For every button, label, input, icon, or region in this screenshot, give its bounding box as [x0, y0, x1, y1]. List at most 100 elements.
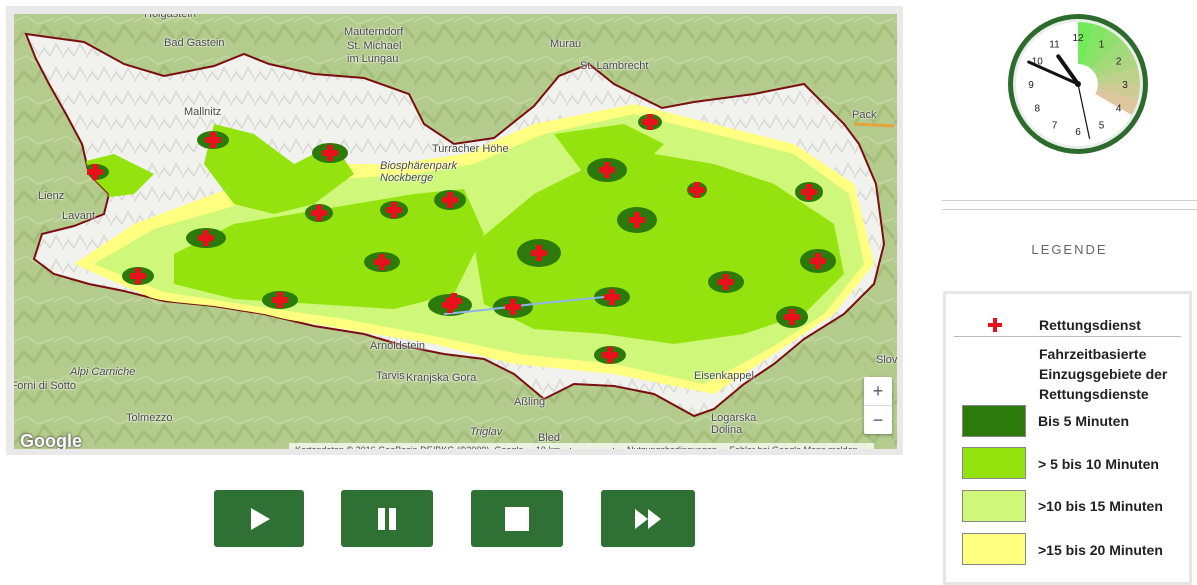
map-terrain [14, 14, 897, 449]
place-label: Lavant [62, 210, 96, 222]
clock-number: 10 [1032, 57, 1044, 68]
divider [942, 209, 1197, 210]
place-label: Holgastein [144, 14, 196, 20]
scale-label[interactable]: 10 km [536, 445, 561, 449]
ambulance-station-marker[interactable] [446, 293, 462, 309]
ambulance-station-marker[interactable] [322, 145, 338, 161]
hour-hand [1056, 54, 1080, 86]
ambulance-station-marker[interactable] [604, 289, 620, 305]
place-label: Triglav [470, 426, 503, 438]
place-label: Mallnitz [184, 106, 222, 118]
legend-swatch [962, 447, 1026, 479]
ambulance-station-marker[interactable] [198, 230, 214, 246]
legend-item-label: Bis 5 Minuten [1038, 413, 1130, 429]
legend-station-label: Rettungsdienst [1039, 317, 1141, 333]
place-label: Bad Gastein [164, 37, 225, 49]
place-label: Mauterndorf [344, 26, 404, 38]
legend: Rettungsdienst Fahrzeitbasierte Einzugsg… [943, 291, 1192, 585]
clock-number: 1 [1099, 39, 1105, 50]
ambulance-station-marker[interactable] [642, 114, 658, 130]
place-label: Arnoldstein [370, 340, 426, 352]
ambulance-station-marker[interactable] [130, 268, 146, 284]
fast-forward-button[interactable] [601, 490, 695, 547]
ambulance-station-marker[interactable] [784, 309, 800, 325]
clock-number: 4 [1116, 104, 1122, 115]
ambulance-station-marker[interactable] [602, 347, 618, 363]
legend-areas-heading: Fahrzeitbasierte Einzugsgebiete der Rett… [1039, 346, 1168, 402]
clock: 12 12 3 45 6 78 9 10 11 [1008, 14, 1148, 154]
clock-number: 2 [1116, 57, 1122, 68]
place-label: Kranjska Gora [406, 372, 477, 384]
ambulance-station-marker[interactable] [386, 202, 402, 218]
play-button[interactable] [214, 490, 304, 547]
legend-swatch [962, 533, 1026, 565]
clock-number: 8 [1035, 104, 1041, 115]
place-label: Alpi Carniche [70, 366, 136, 378]
place-label: Lienz [38, 190, 65, 202]
place-label: Aßling [514, 396, 546, 408]
clock-face: 12 12 3 45 6 78 9 10 11 [1028, 33, 1128, 138]
second-hand [1077, 83, 1091, 139]
ambulance-station-marker[interactable] [599, 162, 615, 178]
legend-swatch [962, 405, 1026, 437]
terms-link[interactable]: Nutzungsbedingungen [627, 445, 717, 449]
ambulance-station-marker[interactable] [531, 245, 547, 261]
ambulance-station-marker[interactable] [801, 184, 817, 200]
place-label: Murau [550, 38, 582, 50]
ambulance-station-marker[interactable] [87, 164, 103, 180]
map-frame: Holgastein Bad Gastein Mauterndorf St. M… [6, 6, 903, 455]
clock-number: 7 [1052, 121, 1058, 132]
ambulance-station-marker[interactable] [311, 205, 327, 221]
ambulance-station-marker[interactable] [272, 292, 288, 308]
clock-number: 5 [1099, 121, 1105, 132]
ambulance-station-marker[interactable] [689, 182, 705, 198]
place-label: Logarska Dolina [711, 412, 757, 436]
ambulance-station-marker[interactable] [205, 132, 221, 148]
place-label: St. Michael im Lungau [347, 40, 402, 65]
legend-item-label: >15 bis 20 Minuten [1038, 542, 1163, 558]
ambulance-station-marker[interactable] [442, 297, 458, 313]
play-icon [251, 507, 270, 530]
clock-number: 12 [1072, 33, 1084, 44]
zoom-in-button[interactable]: + [872, 381, 884, 401]
report-error-link[interactable]: Fehler bei Google Maps melden [730, 445, 858, 449]
zoom-control: + − [864, 377, 892, 434]
attribution-text: Kartendaten © 2016 GeoBasis-DE/BKG (©200… [295, 445, 523, 449]
ambulance-station-marker[interactable] [505, 299, 521, 315]
elapsed-time-sector [1078, 22, 1140, 115]
place-label: Tolmezzo [126, 412, 173, 424]
place-label: Eisenkappel [694, 370, 754, 382]
map-attribution: Kartendaten © 2016 GeoBasis-DE/BKG (©200… [289, 443, 874, 449]
place-label: Forni di Sotto [14, 380, 76, 392]
place-label: St. Lambrecht [580, 60, 649, 72]
pause-button[interactable] [341, 490, 433, 547]
fast-forward-icon [635, 508, 661, 529]
ambulance-station-marker[interactable] [442, 192, 458, 208]
clock-number: 11 [1049, 39, 1060, 50]
stop-button[interactable] [471, 490, 563, 547]
ambulance-station-marker[interactable] [810, 253, 826, 269]
place-label: Pack [852, 109, 877, 121]
stop-icon [505, 506, 529, 531]
place-label: Slovenj [876, 354, 897, 366]
legend-item-label: > 5 bis 10 Minuten [1038, 456, 1159, 472]
clock-number: 9 [1028, 80, 1034, 91]
ambulance-station-marker[interactable] [374, 254, 390, 270]
map[interactable]: Holgastein Bad Gastein Mauterndorf St. M… [14, 14, 897, 449]
zoom-out-button[interactable]: − [864, 405, 892, 434]
legend-item-label: >10 bis 15 Minuten [1038, 498, 1163, 514]
ambulance-cross-icon [988, 318, 1002, 332]
place-label: Tarvis [376, 370, 405, 382]
divider [942, 200, 1197, 201]
place-label: Bled [538, 432, 561, 444]
legend-separator [954, 336, 1181, 337]
google-logo[interactable]: Google [20, 431, 82, 449]
place-label: Biosphärenpark Nockberge [380, 160, 458, 184]
place-label: Turracher Höhe [432, 143, 509, 155]
ambulance-station-marker[interactable] [629, 212, 645, 228]
clock-number: 3 [1122, 80, 1128, 91]
minute-hand [1027, 60, 1080, 86]
scale-bar [570, 447, 615, 449]
clock-number: 6 [1075, 127, 1081, 138]
ambulance-station-marker[interactable] [718, 274, 734, 290]
